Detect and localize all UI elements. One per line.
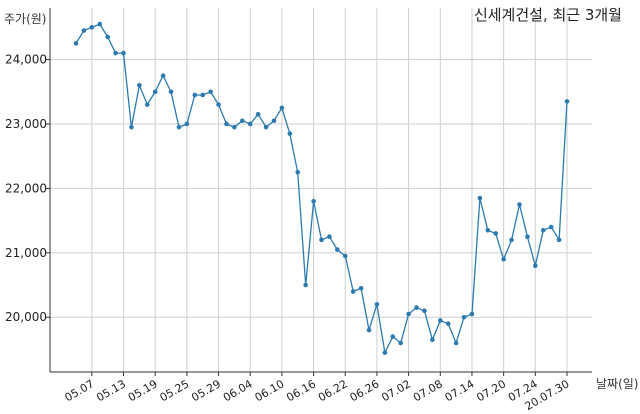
data-point — [192, 92, 198, 98]
data-point — [517, 202, 522, 207]
data-point — [311, 198, 316, 204]
x-tick-label: 05.13 — [94, 377, 128, 404]
data-point — [247, 121, 253, 127]
data-point — [406, 311, 411, 317]
data-point — [113, 50, 118, 56]
data-point — [533, 263, 538, 268]
y-tick-label: 23,000 — [5, 117, 47, 131]
data-point — [556, 237, 562, 243]
grid-lines — [50, 8, 592, 372]
x-tick-label: 06.22 — [316, 377, 350, 404]
data-point — [437, 318, 443, 323]
data-point — [160, 73, 166, 78]
data-point — [548, 224, 554, 230]
y-tick-labels: 20,000 21,000 22,000 23,000 24,000 — [5, 53, 47, 325]
x-tick-label: 05.19 — [126, 377, 160, 404]
data-point — [350, 289, 356, 294]
data-point — [382, 350, 388, 355]
price-series — [73, 21, 570, 355]
x-tick-label: 05.25 — [158, 377, 192, 404]
y-tick-label: 20,000 — [5, 310, 47, 324]
data-point — [184, 121, 190, 127]
data-point — [540, 227, 546, 233]
data-point — [255, 112, 261, 117]
data-point — [137, 83, 142, 88]
x-tick-label: 06.10 — [253, 377, 287, 404]
data-point — [374, 302, 380, 307]
data-point — [469, 311, 475, 317]
data-point — [493, 231, 499, 236]
data-point — [232, 124, 237, 130]
data-point — [240, 118, 245, 124]
data-point — [327, 234, 332, 240]
y-tick-label: 22,000 — [5, 181, 47, 195]
data-point — [430, 337, 435, 343]
x-tick-label: 07.20 — [474, 377, 508, 404]
data-point — [144, 102, 150, 107]
data-point — [168, 89, 174, 95]
x-tick-label: 05.07 — [63, 377, 97, 404]
data-point — [89, 25, 95, 30]
data-point — [564, 99, 570, 104]
x-tick-label: 05.29 — [189, 377, 223, 404]
data-point — [279, 105, 285, 111]
x-tick-label: 07.02 — [379, 377, 413, 404]
x-tick-label: 06.26 — [348, 377, 382, 404]
data-point — [200, 92, 206, 98]
data-point — [358, 285, 364, 291]
data-point — [295, 169, 301, 175]
data-point — [366, 327, 372, 333]
data-point — [271, 118, 277, 124]
data-point — [121, 50, 126, 56]
data-point — [335, 247, 340, 252]
y-tick-label: 21,000 — [5, 246, 47, 260]
x-tick-label: 06.04 — [221, 377, 255, 404]
chart-title: 신세계건설, 최근 3개월 — [473, 6, 622, 24]
data-point — [398, 340, 403, 346]
data-point — [216, 102, 221, 107]
data-point — [501, 256, 506, 262]
data-point — [208, 89, 213, 95]
data-point — [461, 314, 467, 320]
data-point — [414, 305, 419, 310]
x-tick-label: 06.16 — [284, 377, 318, 404]
data-point — [152, 89, 158, 95]
data-point — [445, 321, 451, 326]
data-point — [342, 253, 348, 259]
data-point — [81, 28, 87, 33]
y-axis-label: 주가(원) — [4, 12, 47, 26]
data-point — [303, 282, 308, 288]
data-point — [129, 124, 134, 130]
axes — [46, 8, 592, 376]
data-point — [525, 234, 530, 240]
data-point — [97, 21, 103, 27]
data-point — [390, 334, 396, 339]
x-axis-label: 날짜(일) — [596, 377, 639, 391]
data-point — [453, 340, 459, 346]
data-point — [509, 237, 514, 243]
data-point — [287, 131, 293, 136]
data-point — [105, 34, 110, 40]
data-point — [224, 121, 229, 127]
y-tick-label: 24,000 — [5, 53, 47, 67]
data-point — [485, 227, 491, 233]
data-point — [176, 124, 182, 130]
x-tick-label: 07.08 — [411, 377, 445, 404]
data-point — [73, 41, 79, 46]
data-point — [477, 195, 483, 201]
data-point — [422, 308, 427, 314]
data-point — [263, 124, 269, 130]
data-point — [319, 237, 324, 243]
x-tick-labels: 05.0705.1305.1905.2505.2906.0406.1006.16… — [63, 377, 572, 413]
x-tick-label: 07.14 — [443, 377, 477, 404]
